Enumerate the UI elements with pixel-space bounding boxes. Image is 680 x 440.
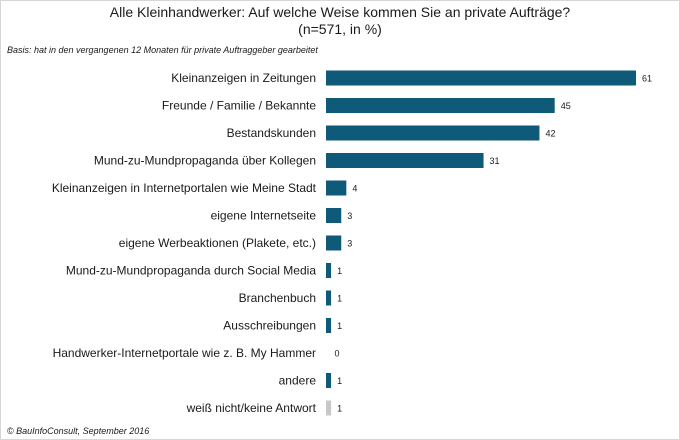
value-label: 1 bbox=[337, 404, 342, 414]
category-label: Ausschreibungen bbox=[223, 319, 316, 333]
category-label: eigene Internetseite bbox=[211, 209, 317, 223]
category-label: Freunde / Familie / Bekannte bbox=[162, 99, 316, 113]
bar bbox=[326, 290, 332, 306]
category-label: Mund-zu-Mundpropaganda über Kollegen bbox=[94, 154, 316, 168]
chart-subtitle: (n=571, in %) bbox=[298, 21, 382, 37]
chart-title-block: Alle Kleinhandwerker: Auf welche Weise k… bbox=[1, 4, 679, 38]
value-label: 0 bbox=[335, 349, 340, 359]
category-label: Bestandskunden bbox=[227, 126, 316, 140]
bar bbox=[326, 208, 342, 223]
bar bbox=[326, 373, 332, 388]
bar bbox=[326, 125, 540, 141]
value-label: 3 bbox=[347, 239, 352, 249]
category-label: Kleinanzeigen in Zeitungen bbox=[171, 71, 316, 85]
value-label: 1 bbox=[337, 294, 342, 304]
chart-basis-note: Basis: hat in den vergangenen 12 Monaten… bbox=[7, 45, 318, 55]
bar bbox=[326, 180, 347, 196]
value-label: 1 bbox=[337, 266, 342, 276]
category-label: Mund-zu-Mundpropaganda durch Social Medi… bbox=[66, 264, 316, 278]
bar bbox=[326, 318, 332, 333]
chart-title: Alle Kleinhandwerker: Auf welche Weise k… bbox=[109, 4, 571, 20]
category-label: andere bbox=[279, 374, 317, 388]
value-label: 45 bbox=[561, 101, 571, 111]
value-label: 42 bbox=[545, 129, 555, 139]
bar bbox=[326, 98, 555, 113]
category-label: Kleinanzeigen in Internetportalen wie Me… bbox=[52, 181, 317, 195]
value-label: 1 bbox=[337, 321, 342, 331]
value-label: 4 bbox=[352, 184, 357, 194]
chart-source: © BauInfoConsult, September 2016 bbox=[7, 426, 150, 436]
bar bbox=[326, 235, 342, 251]
bar bbox=[326, 153, 484, 168]
category-label: Branchenbuch bbox=[239, 291, 316, 305]
value-label: 61 bbox=[642, 74, 652, 84]
value-label: 31 bbox=[490, 156, 500, 166]
category-label: eigene Werbeaktionen (Plakete, etc.) bbox=[119, 236, 316, 250]
bar bbox=[326, 70, 636, 86]
bar bbox=[326, 400, 332, 416]
value-label: 1 bbox=[337, 376, 342, 386]
value-label: 3 bbox=[347, 211, 352, 221]
bar bbox=[326, 263, 332, 278]
category-label: Handwerker-Internetportale wie z. B. My … bbox=[53, 346, 316, 360]
category-label: weiß nicht/keine Antwort bbox=[186, 401, 317, 415]
